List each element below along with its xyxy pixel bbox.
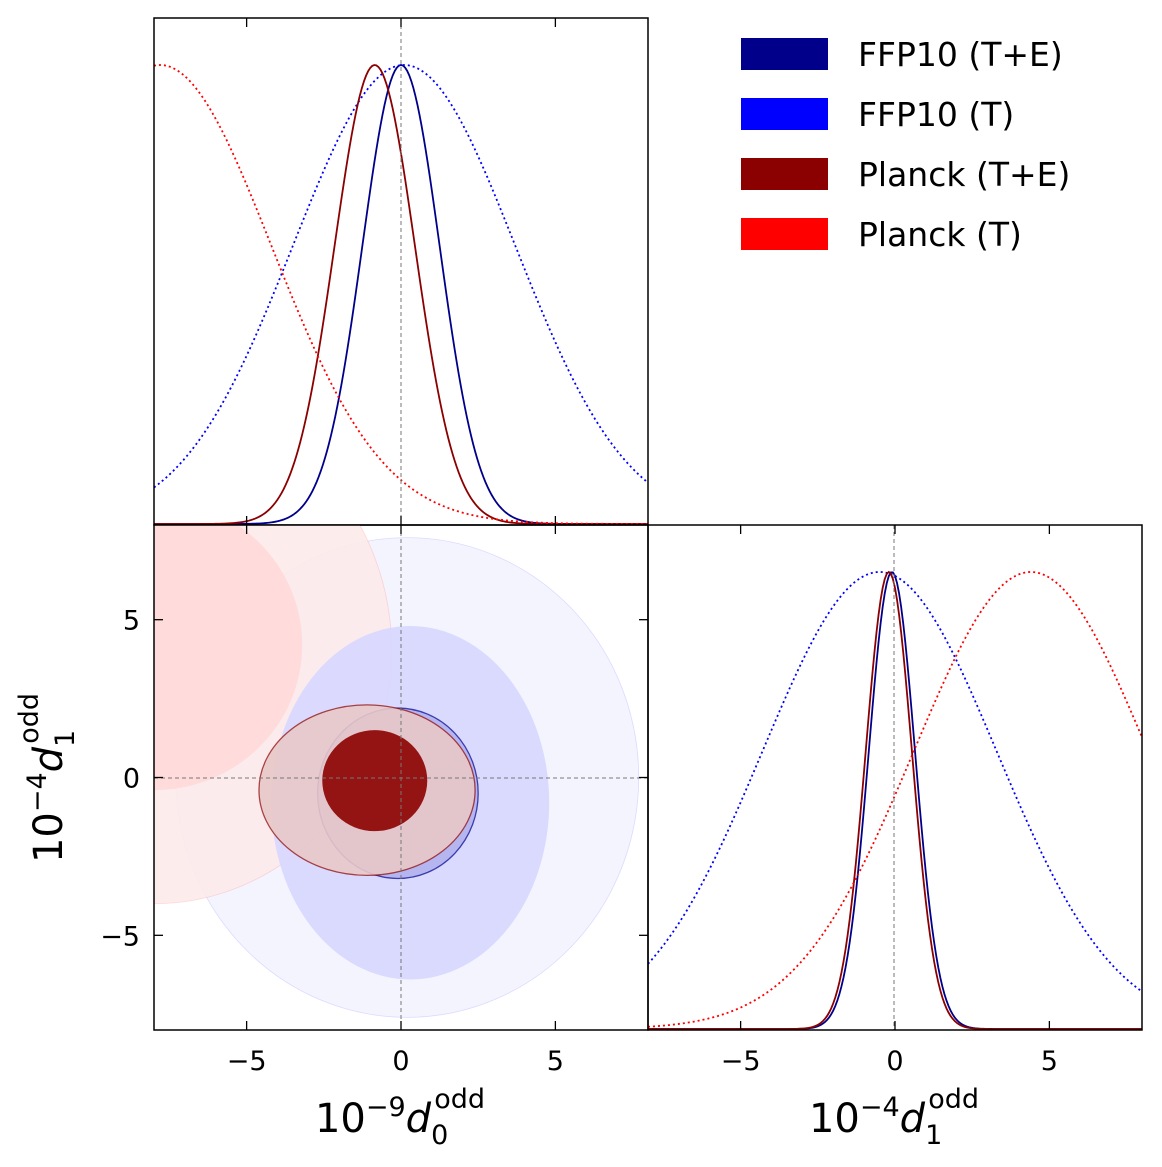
d1-axis-tick-label: 5 (123, 606, 140, 637)
x-axis-label-d0: 10−9d0odd (315, 1084, 485, 1151)
legend-swatch-ffp10-t (741, 98, 828, 130)
legend-label-planck-t-e: Planck (T+E) (858, 155, 1070, 194)
legend-swatch-planck-t-e (741, 158, 828, 190)
marginal-d1-curve-planck-t (648, 571, 1142, 1028)
svg-text:10−4d1odd: 10−4d1odd (809, 1084, 979, 1151)
d1-marginal-tick-label: −5 (721, 1046, 761, 1077)
marginal-d1-curve-planck-t-e (648, 570, 1142, 1030)
d0-axis-tick-label: 0 (392, 1046, 409, 1077)
legend-swatch-planck-t (741, 218, 828, 250)
frame-d1-marginal (647, 524, 1143, 1031)
x-axis-label-d1: 10−4d1odd (809, 1084, 979, 1151)
contour-planck-t-68 (154, 525, 303, 791)
marginal-d1-curve-ffp10-t (648, 571, 1142, 993)
svg-text:10−4d1odd: 10−4d1odd (14, 693, 81, 863)
contour-planck-t-e-68 (322, 730, 428, 832)
y-axis-label-d1: 10−4d1odd (14, 693, 81, 863)
d0-axis-tick-label: 5 (547, 1046, 564, 1077)
legend-swatch-ffp10-t-e (741, 38, 828, 70)
panel-d1-marginal: −5 0 5 (647, 524, 1143, 1077)
svg-text:10−9d0odd: 10−9d0odd (315, 1084, 485, 1151)
panel-2d-contours: −5 0 5 −5 0 5 (100, 524, 649, 1077)
d1-axis-tick-label: 0 (123, 764, 140, 795)
legend-label-planck-t: Planck (T) (858, 215, 1022, 254)
d1-marginal-tick-label: 5 (1041, 1046, 1058, 1077)
d1-marginal-tick-label: 0 (886, 1046, 903, 1077)
legend-label-ffp10-t-e: FFP10 (T+E) (858, 35, 1063, 74)
legend: FFP10 (T+E) FFP10 (T) Planck (T+E) Planck (… (741, 35, 1070, 254)
marginal-d1-curve-ffp10-t-e (648, 571, 1142, 1030)
d0-axis-tick-label: −5 (227, 1046, 267, 1077)
panel-d0-marginal (153, 17, 649, 526)
legend-label-ffp10-t: FFP10 (T) (858, 95, 1014, 134)
d1-axis-tick-label: −5 (100, 921, 140, 952)
